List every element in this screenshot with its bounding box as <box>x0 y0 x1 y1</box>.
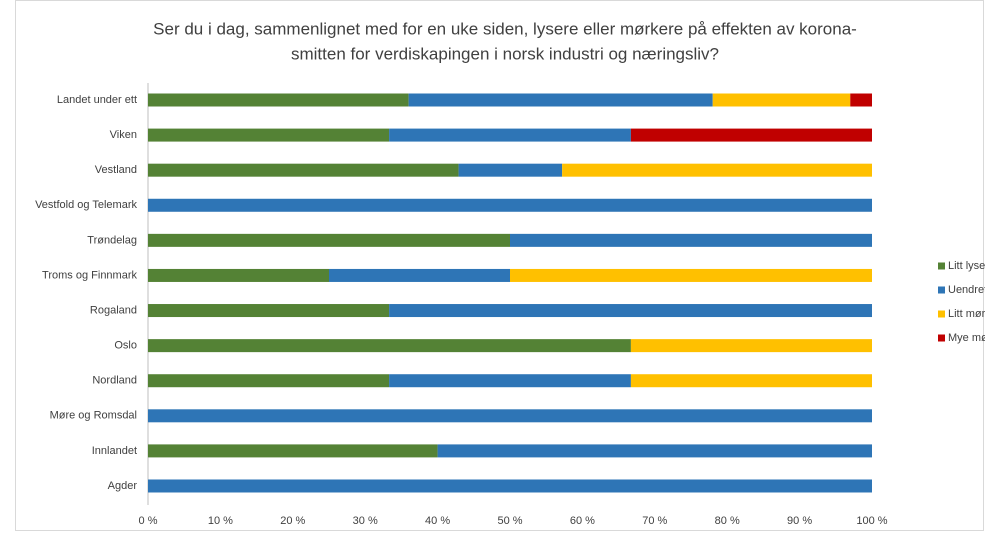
chart-title: smitten for verdiskapingen i norsk indus… <box>291 44 719 63</box>
y-tick-label: Oslo <box>114 340 137 352</box>
bar-segment <box>712 93 851 107</box>
bar-segment <box>148 409 872 423</box>
x-tick-label: 10 % <box>208 515 233 527</box>
bar-segment <box>389 304 872 318</box>
bar-segment <box>630 128 872 142</box>
bar-segment <box>630 374 872 388</box>
bar-segment <box>510 233 872 247</box>
legend-swatch <box>938 334 945 342</box>
y-tick-label: Innlandet <box>92 445 137 457</box>
y-tick-label: Agder <box>108 480 138 492</box>
bar-segment <box>630 339 872 353</box>
bar-segment <box>329 268 510 282</box>
bar-segment <box>562 163 872 177</box>
bar-segment <box>510 268 872 282</box>
chart-frame <box>15 0 984 531</box>
legend-swatch <box>938 286 945 294</box>
legend-label: Litt lysere <box>948 260 985 272</box>
bar-segment <box>458 163 563 177</box>
y-tick-label: Vestfold og Telemark <box>35 199 137 211</box>
bar-segment <box>148 339 631 353</box>
legend-swatch <box>938 262 945 270</box>
bar-segment <box>148 479 872 493</box>
y-tick-label: Viken <box>110 129 137 141</box>
bar-segment <box>148 268 329 282</box>
x-tick-label: 30 % <box>353 515 378 527</box>
x-tick-label: 90 % <box>787 515 812 527</box>
bar-segment <box>148 93 409 107</box>
y-tick-label: Troms og Finnmark <box>42 269 137 281</box>
x-tick-label: 0 % <box>139 515 158 527</box>
bar-segment <box>408 93 713 107</box>
bar-segment <box>389 374 631 388</box>
x-tick-label: 80 % <box>715 515 740 527</box>
bar-segment <box>148 163 459 177</box>
bar-segment <box>148 374 390 388</box>
x-tick-label: 100 % <box>856 515 887 527</box>
x-tick-label: 70 % <box>642 515 667 527</box>
bar-segment <box>437 444 872 458</box>
bar-segment <box>148 233 510 247</box>
x-tick-label: 40 % <box>425 515 450 527</box>
bar-segment <box>148 198 872 212</box>
x-tick-label: 60 % <box>570 515 595 527</box>
x-tick-label: 50 % <box>497 515 522 527</box>
y-tick-label: Landet under ett <box>57 94 137 106</box>
bar-segment <box>148 444 438 458</box>
y-tick-label: Rogaland <box>90 304 137 316</box>
legend-label: Litt mørkere <box>948 308 985 320</box>
legend-swatch <box>938 310 945 318</box>
bar-segment <box>148 128 390 142</box>
y-tick-label: Møre og Romsdal <box>50 410 137 422</box>
y-tick-label: Vestland <box>95 164 137 176</box>
legend-label: Uendret <box>948 284 985 296</box>
x-tick-label: 20 % <box>280 515 305 527</box>
y-tick-label: Trøndelag <box>87 234 137 246</box>
bar-segment <box>148 304 390 318</box>
bar-segment <box>389 128 631 142</box>
legend-label: Mye mørkere <box>948 332 985 344</box>
chart-title: Ser du i dag, sammenlignet med for en uk… <box>153 19 857 38</box>
bar-segment <box>850 93 872 107</box>
y-tick-label: Nordland <box>92 375 137 387</box>
